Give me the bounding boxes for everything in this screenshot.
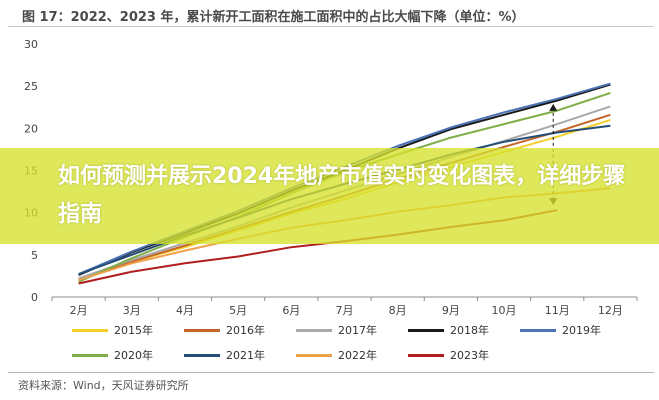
legend-item: 2022年 — [296, 347, 408, 363]
legend-swatch — [520, 328, 556, 332]
source-divider — [8, 372, 654, 373]
legend-swatch — [184, 328, 220, 332]
legend-swatch — [72, 328, 108, 332]
legend-swatch — [72, 353, 108, 357]
gap-arrow-up — [549, 103, 558, 111]
legend-item: 2019年 — [520, 322, 632, 338]
legend-item: 2021年 — [184, 347, 296, 363]
legend-swatch — [184, 353, 220, 357]
x-tick-label: 4月 — [176, 304, 194, 317]
legend-item: 2015年 — [72, 322, 184, 338]
legend-label: 2018年 — [450, 324, 489, 337]
legend-swatch — [408, 328, 444, 332]
y-tick-label: 30 — [24, 38, 38, 51]
x-tick-label: 8月 — [389, 304, 407, 317]
overlay-banner: 如何预测并展示2024年地产市值实时变化图表，详细步骤指南 — [0, 148, 659, 244]
legend-item: 2017年 — [296, 322, 408, 338]
legend-label: 2017年 — [338, 324, 377, 337]
figure-title: 图 17：2022、2023 年，累计新开工面积在施工面积中的占比大幅下降（单位… — [22, 10, 525, 25]
y-tick-label: 0 — [31, 291, 38, 304]
x-tick-label: 3月 — [123, 304, 141, 317]
x-tick-label: 10月 — [492, 304, 517, 317]
y-tick-label: 20 — [24, 122, 38, 135]
x-tick-label: 5月 — [229, 304, 247, 317]
legend-swatch — [408, 353, 444, 357]
x-tick-label: 9月 — [442, 304, 460, 317]
x-tick-label: 2月 — [70, 304, 88, 317]
source-note: 资料来源：Wind，天风证券研究所 — [18, 379, 189, 392]
legend-label: 2020年 — [114, 349, 153, 362]
legend-label: 2021年 — [226, 349, 265, 362]
x-tick-label: 11月 — [545, 304, 570, 317]
legend-label: 2023年 — [450, 349, 489, 362]
y-tick-label: 5 — [31, 249, 38, 262]
overlay-title: 如何预测并展示2024年地产市值实时变化图表，详细步骤指南 — [58, 164, 626, 227]
legend-label: 2015年 — [114, 324, 153, 337]
title-divider — [8, 26, 654, 27]
legend-item: 2018年 — [408, 322, 520, 338]
legend-item: 2023年 — [408, 347, 520, 363]
legend-swatch — [296, 328, 332, 332]
x-tick-label: 12月 — [598, 304, 623, 317]
x-tick-label: 7月 — [336, 304, 354, 317]
chart-legend: 2015年 2016年 2017年 2018年 2019年 2020年 2021年 2022年… — [72, 322, 632, 363]
y-tick-label: 25 — [24, 80, 38, 93]
legend-label: 2016年 — [226, 324, 265, 337]
legend-label: 2019年 — [562, 324, 601, 337]
legend-swatch — [296, 353, 332, 357]
legend-item: 2020年 — [72, 347, 184, 363]
x-tick-label: 6月 — [282, 304, 300, 317]
legend-item: 2016年 — [184, 322, 296, 338]
legend-label: 2022年 — [338, 349, 377, 362]
